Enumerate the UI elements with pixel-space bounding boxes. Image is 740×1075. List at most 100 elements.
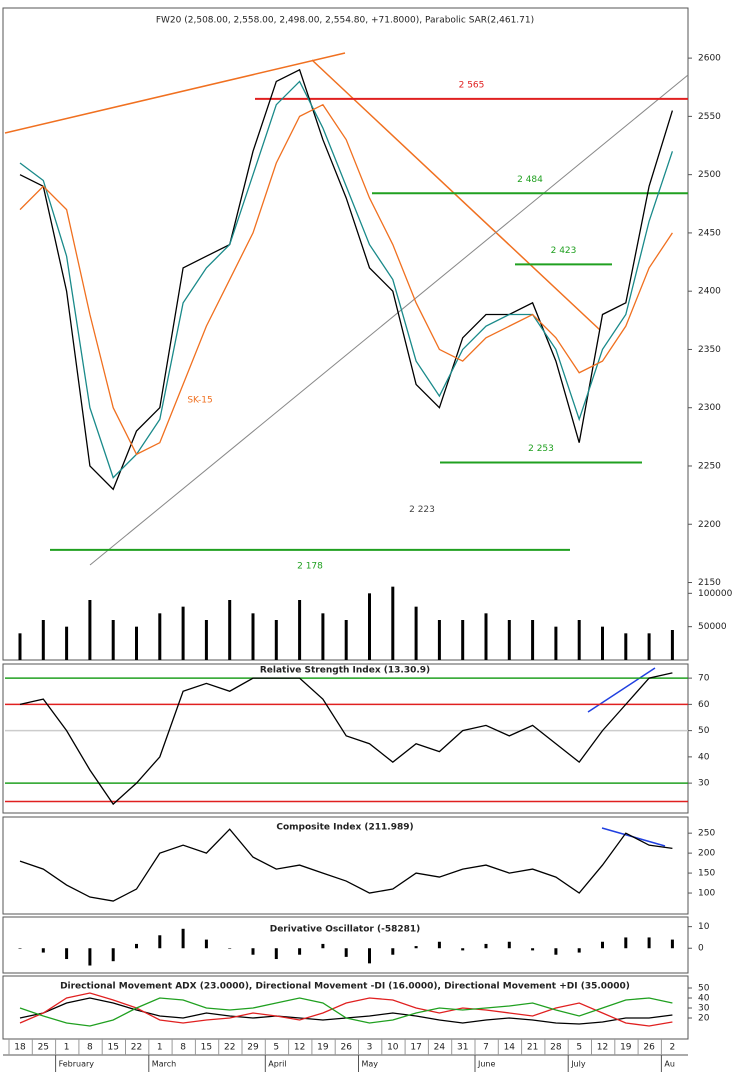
x-tick-label: 2 bbox=[670, 1043, 676, 1053]
x-tick-label: 17 bbox=[410, 1043, 421, 1053]
month-label: June bbox=[477, 1060, 496, 1069]
series-line bbox=[19, 672, 673, 806]
x-tick-label: 10 bbox=[387, 1043, 399, 1053]
divergence-line bbox=[587, 667, 656, 713]
x-tick-label: 15 bbox=[107, 1043, 118, 1053]
x-tick-label: 5 bbox=[273, 1043, 279, 1053]
panel-title: Directional Movement ADX (23.0000), Dire… bbox=[60, 982, 630, 992]
bar bbox=[391, 948, 395, 955]
x-tick-label: 21 bbox=[527, 1043, 538, 1053]
y-tick-label: 2550 bbox=[698, 112, 721, 122]
x-tick-label: 15 bbox=[201, 1043, 212, 1053]
trend-line bbox=[311, 59, 601, 331]
bar bbox=[204, 939, 208, 949]
y-tick-label: 20 bbox=[698, 1014, 710, 1024]
y-tick-label: 2400 bbox=[698, 287, 721, 297]
month-label: May bbox=[362, 1060, 379, 1069]
x-tick-label: 22 bbox=[131, 1043, 142, 1053]
bar bbox=[624, 937, 628, 949]
bar bbox=[158, 613, 162, 660]
x-tick-label: 29 bbox=[247, 1043, 259, 1053]
y-tick-label: 50000 bbox=[698, 622, 727, 632]
bar bbox=[577, 948, 581, 953]
month-label: February bbox=[59, 1060, 95, 1069]
series-line bbox=[19, 68, 674, 491]
x-tick-label: 28 bbox=[550, 1043, 562, 1053]
x-tick-label: 1 bbox=[64, 1043, 70, 1053]
x-tick-label: 8 bbox=[180, 1043, 186, 1053]
y-tick-label: 2350 bbox=[698, 345, 721, 355]
x-tick-label: 5 bbox=[576, 1043, 582, 1053]
y-tick-label: 50 bbox=[698, 726, 710, 736]
bar bbox=[251, 613, 255, 660]
bar bbox=[507, 620, 511, 660]
x-tick-label: 31 bbox=[457, 1043, 468, 1053]
annotation: 2 223 bbox=[409, 505, 435, 515]
bar bbox=[18, 633, 22, 660]
bar bbox=[251, 948, 255, 955]
bar bbox=[181, 606, 185, 660]
series-line bbox=[19, 992, 673, 1027]
bar bbox=[18, 948, 22, 949]
level-label: 2 484 bbox=[517, 175, 543, 185]
bar bbox=[368, 593, 371, 660]
bar bbox=[344, 620, 348, 660]
y-tick-label: 40 bbox=[698, 752, 710, 762]
month-label: April bbox=[268, 1060, 286, 1069]
y-tick-label: 2600 bbox=[698, 54, 721, 64]
x-tick-label: 1 bbox=[157, 1043, 163, 1053]
y-tick-label: 100 bbox=[698, 889, 715, 899]
bar bbox=[135, 943, 138, 949]
bar bbox=[344, 948, 348, 957]
bar bbox=[111, 948, 115, 962]
bar bbox=[414, 606, 418, 660]
x-tick-label: 19 bbox=[620, 1043, 632, 1053]
y-tick-label: 250 bbox=[698, 829, 715, 839]
bar bbox=[437, 620, 441, 660]
x-tick-label: 18 bbox=[14, 1043, 26, 1053]
bar bbox=[391, 586, 395, 660]
y-tick-label: 100000 bbox=[698, 589, 733, 599]
x-tick-label: 12 bbox=[597, 1043, 608, 1053]
composite-panel bbox=[2, 816, 689, 915]
series-line bbox=[19, 80, 674, 479]
bar bbox=[204, 620, 208, 660]
bar bbox=[274, 620, 278, 660]
level-label: 2 178 bbox=[297, 561, 323, 571]
x-tick-label: 22 bbox=[224, 1043, 235, 1053]
bar bbox=[507, 941, 511, 949]
panel-title: Composite Index (211.989) bbox=[276, 823, 413, 833]
level-label: 2 565 bbox=[459, 80, 485, 90]
bar bbox=[41, 620, 45, 660]
y-tick-label: 40 bbox=[698, 994, 710, 1004]
trend-line bbox=[89, 74, 689, 566]
chart-title: FW20 (2,508.00, 2,558.00, 2,498.00, 2,55… bbox=[156, 16, 534, 26]
y-tick-label: 2500 bbox=[698, 170, 721, 180]
bar bbox=[670, 939, 674, 949]
x-tick-label: 25 bbox=[38, 1043, 49, 1053]
bar bbox=[554, 626, 558, 660]
bar bbox=[531, 948, 535, 951]
series-line bbox=[19, 828, 673, 902]
y-tick-label: 30 bbox=[698, 1004, 710, 1014]
annotation: SK-15 bbox=[187, 396, 212, 406]
series-line bbox=[19, 103, 673, 456]
bar bbox=[554, 948, 558, 955]
month-label: Au bbox=[664, 1060, 675, 1069]
bar bbox=[228, 948, 232, 949]
bar bbox=[461, 620, 465, 660]
x-tick-label: 26 bbox=[643, 1043, 655, 1053]
month-label: March bbox=[152, 1060, 176, 1069]
month-label: July bbox=[570, 1060, 586, 1069]
bar bbox=[274, 948, 278, 960]
x-tick-label: 24 bbox=[434, 1043, 446, 1053]
bar bbox=[368, 948, 371, 964]
y-tick-label: 2200 bbox=[698, 520, 721, 530]
y-tick-label: 200 bbox=[698, 849, 715, 859]
bar bbox=[624, 633, 628, 660]
bar bbox=[111, 620, 115, 660]
bar bbox=[41, 948, 45, 953]
bar bbox=[88, 948, 92, 966]
level-label: 2 253 bbox=[528, 444, 554, 454]
bar bbox=[647, 633, 651, 660]
